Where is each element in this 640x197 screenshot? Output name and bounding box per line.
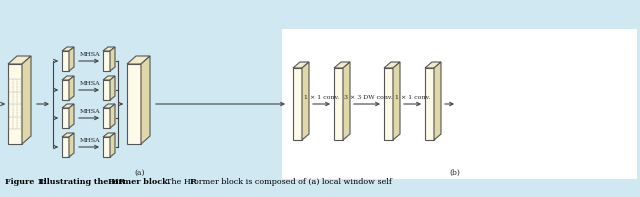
Polygon shape — [62, 137, 69, 157]
Text: MHSA: MHSA — [80, 138, 100, 143]
Polygon shape — [8, 64, 22, 144]
Polygon shape — [393, 62, 400, 140]
Polygon shape — [62, 104, 74, 108]
Text: (a): (a) — [135, 169, 145, 177]
Text: 1 × 1 conv.: 1 × 1 conv. — [396, 95, 431, 100]
Polygon shape — [103, 137, 110, 157]
FancyBboxPatch shape — [3, 29, 278, 179]
Text: Illustrating the HR: Illustrating the HR — [40, 178, 125, 186]
Text: MHSA: MHSA — [80, 109, 100, 114]
FancyBboxPatch shape — [282, 29, 637, 179]
Polygon shape — [384, 62, 400, 68]
Text: ormer block is composed of (a) local window self: ormer block is composed of (a) local win… — [194, 178, 392, 186]
Polygon shape — [127, 64, 141, 144]
Polygon shape — [141, 56, 150, 144]
Polygon shape — [69, 104, 74, 128]
Polygon shape — [110, 76, 115, 100]
Polygon shape — [384, 68, 393, 140]
Polygon shape — [302, 62, 309, 140]
Polygon shape — [110, 133, 115, 157]
Text: MHSA: MHSA — [80, 52, 100, 57]
Polygon shape — [110, 47, 115, 71]
Polygon shape — [103, 104, 115, 108]
Polygon shape — [334, 62, 350, 68]
Polygon shape — [434, 62, 441, 140]
Polygon shape — [62, 133, 74, 137]
Polygon shape — [22, 56, 31, 144]
Polygon shape — [103, 133, 115, 137]
Text: MHSA: MHSA — [80, 81, 100, 86]
Text: The HR: The HR — [161, 178, 197, 186]
Polygon shape — [69, 47, 74, 71]
Polygon shape — [62, 76, 74, 80]
Polygon shape — [127, 56, 150, 64]
Polygon shape — [343, 62, 350, 140]
Polygon shape — [62, 51, 69, 71]
Polygon shape — [103, 80, 110, 100]
Text: 3 × 3 DW conv.: 3 × 3 DW conv. — [344, 95, 392, 100]
Polygon shape — [425, 62, 441, 68]
Polygon shape — [110, 104, 115, 128]
Polygon shape — [103, 47, 115, 51]
Polygon shape — [62, 47, 74, 51]
Text: Figure 1:: Figure 1: — [5, 178, 49, 186]
Polygon shape — [103, 51, 110, 71]
Polygon shape — [334, 68, 343, 140]
Polygon shape — [69, 76, 74, 100]
Polygon shape — [103, 108, 110, 128]
Polygon shape — [425, 68, 434, 140]
Polygon shape — [62, 108, 69, 128]
Polygon shape — [62, 80, 69, 100]
Polygon shape — [293, 62, 309, 68]
Text: F: F — [108, 178, 113, 186]
Text: ormer block.: ormer block. — [113, 178, 170, 186]
Text: F: F — [189, 178, 195, 186]
Polygon shape — [103, 76, 115, 80]
Text: (b): (b) — [449, 169, 460, 177]
Polygon shape — [69, 133, 74, 157]
Polygon shape — [293, 68, 302, 140]
Text: 1 × 1 conv.: 1 × 1 conv. — [305, 95, 340, 100]
Polygon shape — [8, 56, 31, 64]
